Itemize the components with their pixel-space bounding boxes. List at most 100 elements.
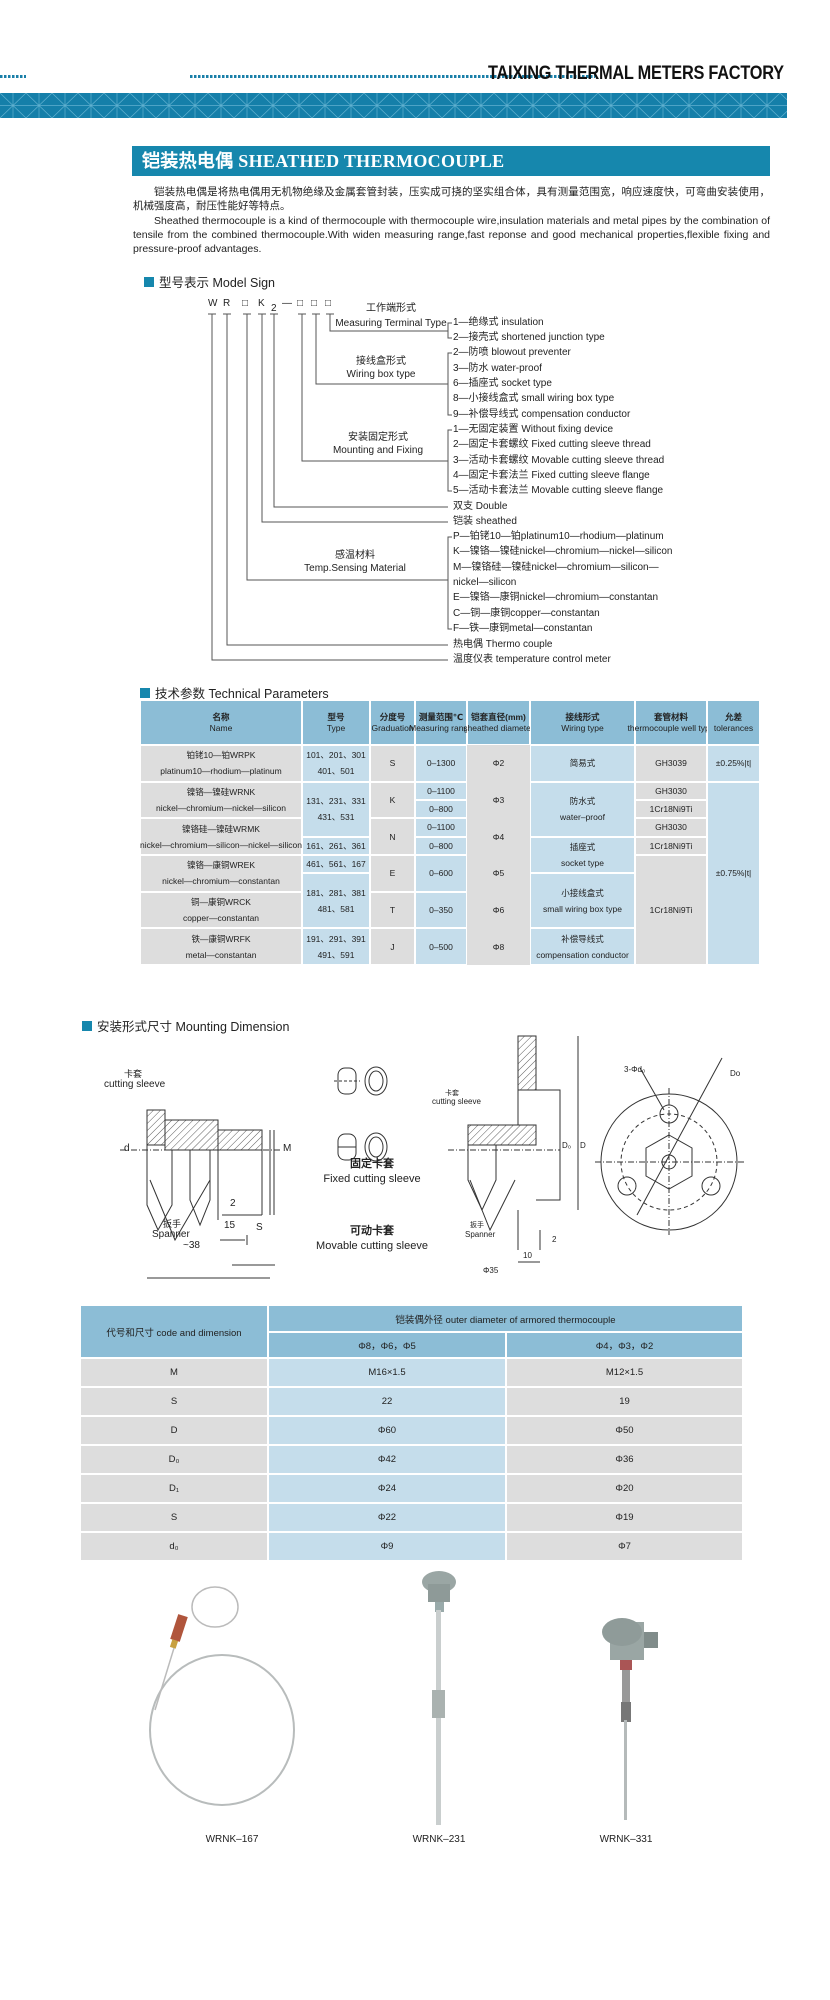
cell-line: 铁—康铜WRFK [191,933,251,944]
header-cn: 型号 [327,711,345,722]
section-title: 铠装热电偶 SHEATHED THERMOCOUPLE [132,146,770,176]
table-cell-diameter: Φ6 [467,891,530,929]
cell-line: GH3030 [655,822,687,833]
dimension-value-a: Φ60 [268,1416,506,1445]
cell-line: K [389,794,396,805]
header-cn: 测量范围℃ [418,711,464,722]
band-pattern-icon [0,93,787,118]
D0-label: D₀ [562,1141,572,1150]
cell-line: 防水式 [569,796,596,807]
fixed-fitting-drawing [120,1109,280,1279]
table-header-cell: 接线形式 Wiring type [530,700,635,745]
cell-line: platinum10—rhodium—platinum [160,766,282,777]
tree-line-wiring [315,314,448,385]
header-dotted-line-left [0,75,26,78]
dimension-value-b: Φ36 [506,1445,743,1474]
dimension-code: d₀ [80,1532,268,1561]
cell-line: Φ6 [492,904,505,915]
table-cell-graduation: E [370,855,415,892]
header-cn: 套管材料 [653,711,688,722]
model-sign-heading-text: 型号表示 Model Sign [159,276,276,290]
flange-fitting-drawing [448,1035,579,1263]
cell-line: copper—constantan [182,912,260,923]
cutting-sleeve-label-cn: 卡套 [124,1069,143,1079]
table-cell-range: 0–350 [415,891,467,929]
cell-line: Φ8 [492,941,505,952]
table-cell-graduation: K [370,781,415,819]
dimension-value-b: 19 [506,1387,743,1416]
header-cn: 名称 [212,711,230,722]
table-cell-well: GH3039 [635,745,707,782]
code-W: W [208,298,218,309]
cell-line: GH3039 [655,758,687,769]
double-option: 双支 Double [453,501,508,512]
table-cell-diameter: Φ4 [467,818,530,855]
mounting-heading: 安装形式尺寸 Mounting Dimension [82,1016,289,1035]
cell-line: nickel—chromium—nickel—silicon [156,802,286,813]
table-cell-range: 0–1100 [415,781,467,800]
holes-label: 3-Φd₀ [624,1065,646,1074]
square-bullet-icon [82,1020,92,1031]
cell-line: Φ2 [492,758,505,769]
header-cn: 接线形式 [565,711,600,722]
table-cell-wiring: 简易式 [530,745,635,782]
cell-line: metal—constantan [185,949,257,960]
terminal-label-cn: 工作端形式 [366,303,416,314]
table-cell-well: GH3030 [635,818,707,837]
flange-spanner-en: Spanner [465,1230,496,1239]
cell-line: water–proof [560,812,605,823]
code-R: R [223,298,231,309]
square-bullet-icon [144,276,154,287]
cell-line: 1Cr18Ni9Ti [649,840,693,851]
cell-line: GH3030 [655,785,687,796]
sheathed-option: 铠装 sheathed [453,516,517,527]
table-header-cell: 分度号 Graduation [370,700,415,745]
cell-line: ±0.25%|t| [715,758,752,769]
table-cell-range: 0–1100 [415,818,467,837]
cell-line: 461、561、167 [306,859,366,870]
table-cell-graduation: J [370,928,415,965]
spanner-size-label: ~38 [183,1240,200,1251]
table-cell-graduation: N [370,818,415,855]
technical-heading-text: 技术参数 Technical Parameters [155,687,329,701]
header-cn: 铠套直径(mm) [471,711,526,722]
dimension-value-a: Φ24 [268,1474,506,1503]
mounting-option: 2—固定卡套螺纹 Fixed cutting sleeve thread [453,439,651,450]
code-box-3: □ [311,298,318,309]
cell-line: 0–1100 [427,785,455,796]
table-cell-name: 镍铬—康铜WREK nickel—chromium—constantan [140,855,302,892]
wiring-label-cn: 接线盒形式 [356,356,406,367]
table-cell-type: 101、201、301 401、501 [302,745,370,782]
cell-line: 131、231、331 [306,796,366,807]
table-cell-diameter: Φ2 [467,745,530,782]
cell-line: socket type [561,857,604,868]
cell-line: 181、281、381 [306,887,366,898]
D-label: D [580,1141,586,1150]
table-cell-tolerance: ±0.25%|t| [707,745,760,782]
table-cell-name: 镍铬—镍硅WRNK nickel—chromium—nickel—silicon [140,781,302,819]
flange-dim-2-label: 2 [552,1235,557,1244]
mounting-label-cn: 安装固定形式 [348,432,408,443]
header-en: sheathed diameter [463,722,534,733]
table-cell-range: 0–1300 [415,745,467,782]
table-cell-name: 铂铑10—铂WRPK platinum10—rhodium—platinum [140,745,302,782]
table-cell-wiring: 防水式 water–proof [530,781,635,837]
header-en: Name [209,722,233,733]
cell-line: compensation conductor [536,949,629,960]
M-label: M [283,1143,292,1154]
mounting-option: 1—无固定装置 Without fixing device [453,424,614,435]
cell-line: 481、581 [317,903,355,914]
table-header-cell: 型号 Type [302,700,370,745]
header-en: Graduation [371,722,414,733]
table-cell-name: 铜—康铜WRCK copper—constantan [140,891,302,929]
table-header-cell: 套管材料 thermocouple well type [628,700,714,745]
header-en: Wiring type [561,722,604,733]
code-box-2: □ [297,298,304,309]
product-label-wrnk-231: WRNK–231 [412,1834,466,1845]
flange-cutting-sleeve-en: cutting sleeve [432,1097,481,1106]
intro-cn: 铠装热电偶是将热电偶用无机物绝缘及金属套管封装，压实成可挠的坚实组合体，具有测量… [133,186,770,212]
table-cell-wiring: 补偿导线式 compensation conductor [530,928,635,965]
table-cell-graduation: S [370,745,415,782]
table-cell-wiring: 小接线盒式 small wiring box type [530,873,635,929]
product-label-wrnk-331: WRNK–331 [599,1834,653,1845]
